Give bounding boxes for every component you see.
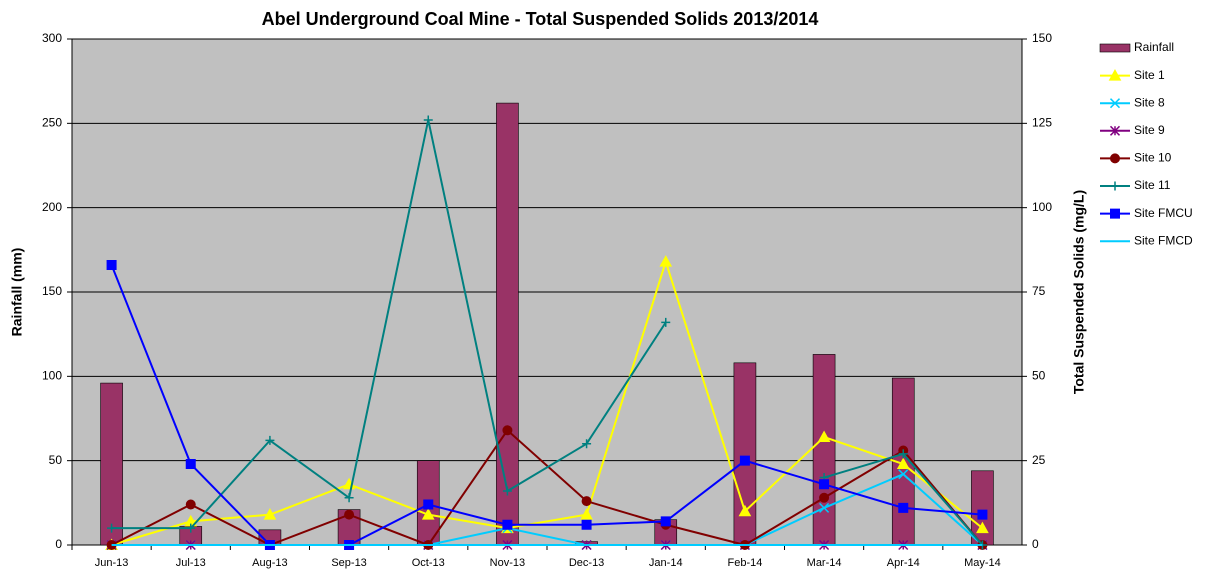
series-marker (977, 509, 988, 520)
series-line (111, 428, 984, 547)
series-marker (817, 430, 831, 443)
series-marker (898, 469, 909, 480)
y-tick-label: 50 (49, 453, 63, 467)
series-marker (739, 455, 750, 466)
series-line (111, 258, 984, 546)
series-marker (738, 504, 752, 517)
x-tick-label: Feb-14 (727, 557, 762, 569)
x-tick-label: May-14 (964, 557, 1001, 569)
series-marker (659, 255, 673, 267)
series-marker (185, 499, 196, 510)
series-marker (896, 457, 910, 470)
x-tick-label: Apr-14 (887, 557, 920, 569)
series-marker (580, 508, 593, 520)
x-tick-label: Nov-13 (490, 557, 525, 569)
series-marker (661, 317, 671, 327)
x-tick-label: Oct-13 (412, 557, 445, 569)
legend-label: Site FMCD (1134, 233, 1193, 247)
series-marker (186, 523, 196, 533)
series-marker (660, 516, 671, 527)
y-tick-label: 250 (42, 116, 62, 130)
y2-tick-label: 150 (1032, 31, 1052, 45)
y2-tick-label: 100 (1032, 200, 1052, 214)
x-tick-label: Aug-13 (252, 557, 287, 569)
series-marker (344, 493, 354, 503)
legend-marker (1110, 208, 1120, 219)
series-marker (582, 439, 592, 449)
bar (100, 382, 123, 546)
y2-tick-label: 25 (1032, 453, 1046, 467)
x-tick-label: Jun-13 (95, 557, 129, 569)
bar (971, 470, 994, 546)
series-marker (344, 509, 355, 520)
legend-label: Site 9 (1134, 123, 1165, 137)
x-tick-label: Jul-13 (176, 557, 206, 569)
x-tick-label: Mar-14 (807, 557, 842, 569)
legend-label: Site 10 (1134, 151, 1172, 165)
y2-axis-label: Total Suspended Solids (mg/L) (1071, 190, 1087, 394)
legend-label: Site FMCU (1134, 206, 1193, 220)
y-tick-label: 0 (55, 537, 62, 551)
series-marker (107, 523, 117, 533)
series-marker (502, 519, 513, 530)
y2-tick-label: 50 (1032, 369, 1046, 383)
legend-marker (1109, 98, 1121, 109)
series-marker (263, 508, 277, 520)
legend-marker (1110, 181, 1120, 191)
series-marker (898, 449, 908, 459)
legend-label: Site 1 (1134, 68, 1165, 82)
bar (733, 362, 757, 546)
series-marker (581, 519, 592, 530)
legend-label: Site 8 (1134, 95, 1165, 109)
x-tick-label: Sep-13 (331, 557, 366, 569)
series-marker (819, 502, 830, 513)
legend-marker (1108, 69, 1122, 81)
series-marker (898, 502, 909, 513)
series-marker (819, 492, 830, 503)
y2-tick-label: 125 (1032, 116, 1052, 130)
legend-label: Site 11 (1134, 178, 1171, 192)
bar (812, 354, 836, 546)
series-marker (502, 425, 513, 436)
y-tick-label: 200 (42, 200, 62, 214)
x-tick-label: Jan-14 (649, 557, 683, 569)
legend-marker (1109, 125, 1121, 136)
series-marker (106, 260, 117, 271)
series-marker (819, 479, 830, 490)
bar (496, 102, 519, 546)
y-tick-label: 150 (42, 284, 62, 298)
x-tick-label: Dec-13 (569, 557, 604, 569)
series-marker (581, 496, 592, 507)
series-marker (976, 521, 989, 534)
series-marker (421, 508, 435, 520)
series-marker (423, 115, 433, 125)
y2-tick-label: 75 (1032, 284, 1046, 298)
y2-tick-label: 0 (1032, 537, 1039, 551)
legend-swatch (1099, 43, 1131, 53)
series-marker (502, 486, 512, 496)
y-tick-label: 300 (42, 31, 62, 45)
y-axis-label: Rainfall (mm) (9, 248, 25, 337)
legend-label: Rainfall (1134, 40, 1174, 54)
series-marker (265, 435, 275, 445)
chart-title: Abel Underground Coal Mine - Total Suspe… (262, 9, 819, 29)
y-tick-label: 100 (42, 369, 62, 383)
series-marker (185, 459, 196, 470)
series-line (110, 264, 983, 546)
series-marker (423, 499, 434, 510)
legend-marker (1110, 153, 1120, 164)
